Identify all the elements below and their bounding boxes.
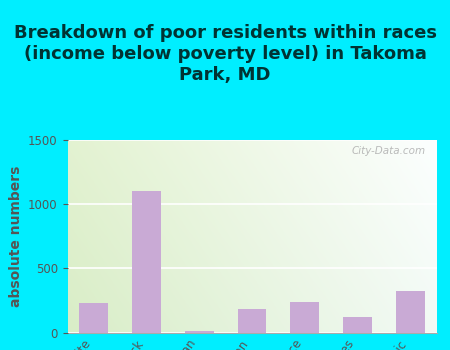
Text: City-Data.com: City-Data.com — [351, 146, 425, 156]
Bar — [396, 292, 425, 332]
Text: Breakdown of poor residents within races
(income below poverty level) in Takoma
: Breakdown of poor residents within races… — [14, 25, 436, 84]
Bar — [79, 303, 108, 332]
Bar — [238, 309, 266, 332]
Bar — [290, 302, 319, 332]
Bar — [185, 331, 214, 332]
Bar — [343, 317, 372, 332]
Y-axis label: absolute numbers: absolute numbers — [9, 166, 22, 307]
Bar — [132, 191, 161, 332]
